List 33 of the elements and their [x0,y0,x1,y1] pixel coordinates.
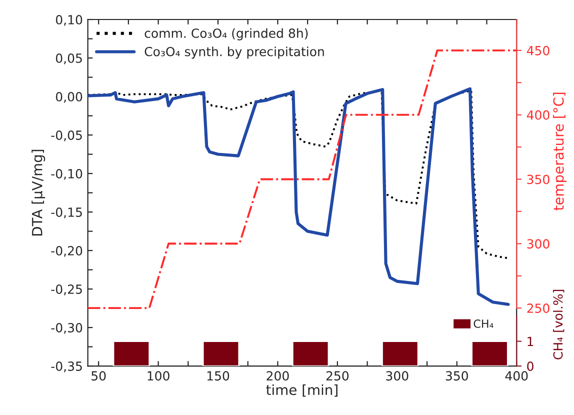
y2-axis-title: temperature [°C] [553,92,566,210]
y2-tick-label: 250 [527,304,550,313]
x-tick-label: 250 [326,371,349,381]
y-tick-label: -0,15 [51,207,82,218]
y-tick-label: -0,25 [51,284,82,296]
x-tick-label: 100 [148,371,170,381]
y2-tick-label: 300 [527,239,550,249]
y-tick-label: 0,05 [56,53,82,64]
x-tick-label: 300 [386,371,408,381]
y-tick-label: -0,35 [51,362,82,372]
y3-axis-title: CH₄ [vol.%] [553,290,564,360]
y-tick-label: -0,10 [51,168,82,180]
y-tick-label: 0,00 [56,92,82,103]
y-tick-label: -0,20 [51,246,82,257]
y-tick-label: -0,05 [51,130,82,142]
y2-tick-label: 350 [527,174,550,184]
y2-tick-label: 450 [526,46,550,56]
x-tick-label: 200 [266,371,289,381]
legend-label: CH₄ [474,319,494,328]
x-axis-title: time [min] [266,384,338,397]
y2-tick-label: 400 [526,110,550,120]
y3-tick-label: 0 [527,362,534,371]
x-tick-label: 400 [505,371,528,381]
x-tick-label: 50 [92,371,106,381]
line-series [88,87,510,306]
x-tick-label: 150 [207,371,230,381]
y-tick-label: -0,30 [51,323,82,334]
y-tick-label: 0,10 [56,14,82,26]
x-tick-label: 350 [446,371,468,381]
legend-label: Co₃O₄ synth. by precipitation [144,46,324,59]
y-axis-title: DTA [µV/mg] [32,150,46,236]
y3-tick-label: 1 [528,336,534,346]
legend-label: comm. Co₃O₄ (grinded 8h) [144,28,308,40]
